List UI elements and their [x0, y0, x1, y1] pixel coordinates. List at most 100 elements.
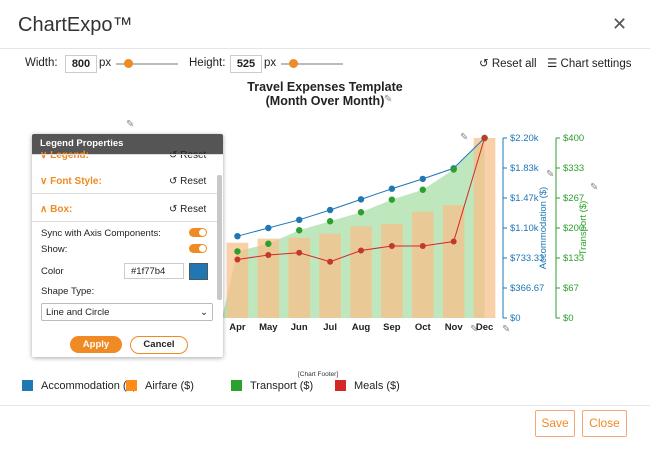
legend-section-label: Legend:	[50, 150, 89, 161]
shape-type-select[interactable]: Line and Circle ⌄	[41, 303, 213, 321]
meals-point	[388, 243, 395, 249]
accommodation-point	[234, 232, 241, 240]
x-tick-label: May	[259, 322, 278, 333]
legend-item-airfare[interactable]: Airfare ($)	[145, 380, 194, 392]
transport-point	[296, 227, 303, 234]
panel-divider	[32, 154, 223, 155]
x-tick-label: Nov	[445, 322, 464, 333]
color-swatch[interactable]	[189, 263, 208, 280]
pencil-icon[interactable]: ✎	[126, 119, 134, 130]
box-section[interactable]: ∧ Box:	[40, 204, 72, 215]
transport-point	[326, 218, 334, 225]
airfare-bar	[350, 226, 372, 318]
accommodation-axis-label: Accommodation ($)	[538, 187, 549, 269]
save-button[interactable]: Save	[535, 410, 575, 437]
x-tick-label: Apr	[229, 322, 246, 333]
accommodation-axis-tick-label: $1.83k	[510, 163, 539, 174]
legend-item-transport[interactable]: Transport ($)	[250, 380, 314, 392]
transport-axis-label: Transport ($)	[578, 201, 589, 256]
accommodation-axis-tick-label: $366.67	[510, 283, 544, 294]
shape-type-label: Shape Type:	[41, 286, 95, 297]
airfare-bar	[226, 242, 249, 318]
legend-reset-label: Reset	[180, 150, 207, 161]
box-label: Box:	[50, 204, 73, 215]
app-title: ChartExpo™	[18, 14, 133, 36]
legend-swatch-transport	[231, 380, 242, 391]
font-style-label: Font Style:	[50, 176, 102, 187]
accommodation-point	[326, 206, 334, 214]
transport-axis-tick-label: $0	[563, 313, 574, 324]
airfare-bar	[319, 233, 341, 318]
panel-divider	[32, 221, 217, 222]
chevron-down-icon: ∨	[40, 150, 48, 161]
legend-section[interactable]: ∨ Legend:	[40, 150, 89, 161]
width-slider-knob[interactable]	[124, 59, 133, 68]
header-divider	[0, 48, 650, 49]
airfare-bar	[288, 237, 311, 318]
apply-button[interactable]: Apply	[70, 336, 122, 353]
transport-point	[265, 240, 272, 247]
panel-scrollbar[interactable]	[217, 175, 222, 300]
chart-settings-button[interactable]: ☰ Chart settings	[547, 56, 631, 70]
airfare-bar	[411, 211, 434, 318]
show-toggle[interactable]	[189, 244, 207, 253]
width-slider[interactable]	[116, 63, 178, 65]
width-input[interactable]: 800	[65, 55, 97, 73]
transport-axis-tick-label: $400	[563, 133, 584, 144]
transport-point	[234, 248, 241, 255]
close-button[interactable]: Close	[582, 410, 627, 437]
accommodation-axis-tick-label: $733.33	[510, 253, 544, 264]
accommodation-axis-tick-label: $1.47k	[510, 193, 539, 204]
reset-icon: ↺	[169, 176, 178, 187]
chevron-down-icon: ⌄	[200, 307, 208, 318]
height-slider-knob[interactable]	[289, 59, 298, 68]
width-label: Width:	[25, 57, 58, 69]
transport-point	[450, 166, 457, 173]
color-hex-input[interactable]: #1f77b4	[124, 263, 184, 279]
meals-point	[265, 252, 272, 258]
reset-icon: ↺	[169, 150, 178, 161]
pencil-icon[interactable]: ✎	[546, 169, 554, 180]
legend-reset-button[interactable]: ↺ Reset	[169, 150, 206, 161]
height-slider[interactable]	[281, 63, 343, 65]
x-tick-label: Jun	[291, 322, 308, 333]
transport-point	[419, 186, 426, 193]
sync-label: Sync with Axis Components:	[41, 228, 161, 239]
box-reset-button[interactable]: ↺ Reset	[169, 204, 206, 215]
reset-all-button[interactable]: ↺ Reset all	[479, 56, 537, 70]
x-tick-label: Jul	[323, 322, 337, 333]
x-tick-label: Dec	[476, 322, 493, 333]
pencil-icon[interactable]: ✎	[470, 324, 478, 335]
transport-axis-tick-label: $67	[563, 283, 579, 294]
height-input[interactable]: 525	[230, 55, 262, 73]
legend-item-accommodation[interactable]: Accommodation ($)	[41, 380, 137, 392]
chart-footer[interactable]: [Chart Footer]	[298, 371, 339, 378]
x-tick-label: Oct	[415, 322, 432, 333]
font-style-reset-button[interactable]: ↺ Reset	[169, 176, 206, 187]
sync-toggle[interactable]	[189, 228, 207, 237]
pencil-icon[interactable]: ✎	[590, 182, 598, 193]
font-style-section[interactable]: ∨ Font Style:	[40, 176, 102, 187]
pencil-icon[interactable]: ✎	[460, 132, 468, 143]
chart-title[interactable]: Travel Expenses Template (Month Over Mon…	[200, 80, 450, 108]
reset-icon: ↺	[479, 58, 489, 70]
shape-type-value: Line and Circle	[46, 307, 110, 318]
accommodation-axis-tick-label: $1.10k	[510, 223, 539, 234]
pencil-icon[interactable]: ✎	[384, 94, 393, 105]
transport-point	[388, 196, 396, 203]
close-icon[interactable]: ✕	[612, 14, 628, 34]
height-unit: px	[264, 57, 277, 69]
meals-point	[296, 249, 303, 256]
legend-item-meals[interactable]: Meals ($)	[354, 380, 400, 392]
transport-axis-tick-label: $267	[563, 193, 584, 204]
chart-title-line2: (Month Over Month)	[265, 94, 385, 108]
reset-all-label: Reset all	[491, 58, 537, 70]
transport-axis-tick-label: $133	[563, 253, 584, 264]
accommodation-point	[357, 196, 365, 203]
cancel-button[interactable]: Cancel	[130, 336, 188, 354]
box-reset-label: Reset	[180, 204, 207, 215]
airfare-bar	[442, 205, 465, 318]
transport-axis-tick-label: $333	[563, 163, 584, 174]
pencil-icon[interactable]: ✎	[502, 324, 510, 335]
